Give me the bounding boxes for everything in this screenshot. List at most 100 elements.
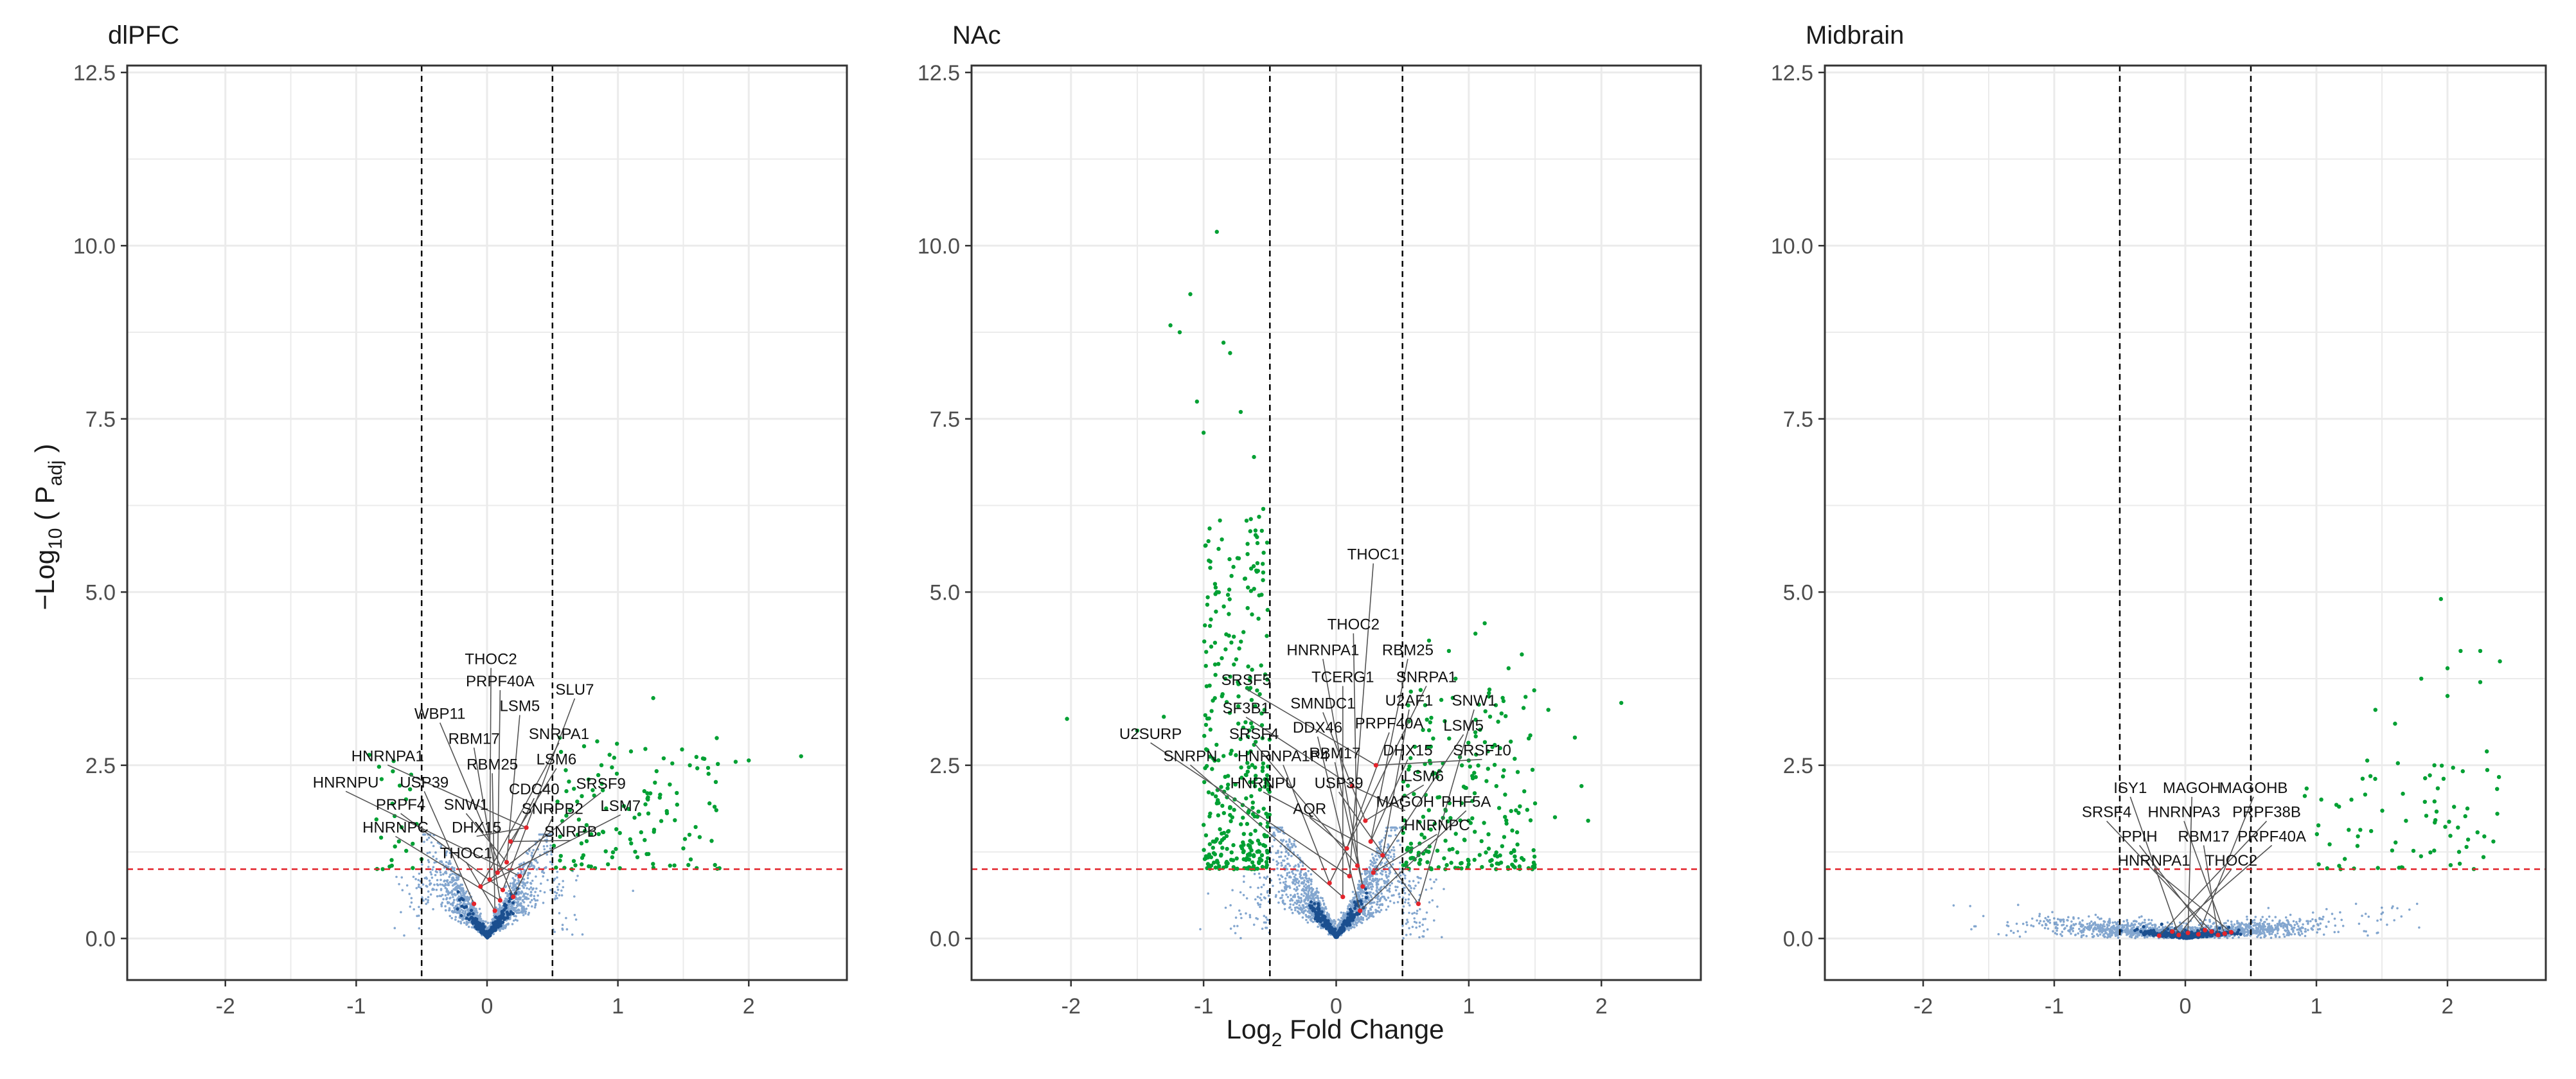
point-nonsig	[516, 919, 519, 922]
point-significant	[1492, 763, 1497, 767]
point-nonsig	[513, 885, 515, 888]
point-significant	[706, 771, 711, 776]
point-nonsig	[444, 909, 447, 912]
point-nonsig	[427, 859, 430, 862]
point-nonsig	[1302, 905, 1305, 908]
point-nonsig	[1392, 853, 1396, 855]
point-significant	[1241, 832, 1247, 836]
point-nonsig	[2293, 923, 2296, 927]
point-nonsig	[1322, 899, 1324, 902]
point-significant	[1509, 739, 1513, 744]
point-nonsig	[513, 914, 516, 918]
label-connector	[506, 715, 520, 862]
point-nonsig	[1388, 872, 1391, 875]
point-nonsig	[1392, 846, 1395, 849]
point-significant	[1473, 830, 1477, 834]
point-significant	[1216, 813, 1221, 817]
point-nonsig	[530, 864, 533, 868]
point-nonsig	[2292, 931, 2295, 933]
point-significant	[1221, 341, 1226, 345]
point-significant	[1259, 853, 1265, 858]
point-nonsig	[1272, 884, 1274, 887]
point-nonsig	[1302, 881, 1305, 884]
point-nonsig	[1286, 874, 1288, 877]
point-significant	[1239, 639, 1243, 644]
point-nonsig	[1276, 867, 1279, 870]
point-nonsig	[550, 853, 553, 856]
point-nonsig	[436, 878, 439, 882]
point-nonsig	[1283, 859, 1286, 862]
point-nonsig	[452, 911, 455, 914]
point-significant	[1447, 736, 1452, 741]
point-significant	[576, 817, 582, 822]
point-significant	[408, 787, 413, 792]
point-significant	[1267, 812, 1272, 817]
point-nonsig	[1387, 879, 1390, 882]
point-significant	[1236, 721, 1241, 726]
point-nonsig	[1391, 863, 1394, 866]
point-nonsig	[522, 864, 525, 868]
gene-label: HNRNPU	[1230, 774, 1297, 792]
point-nonsig	[405, 884, 409, 887]
point-nonsig	[459, 922, 463, 925]
point-significant	[1223, 676, 1228, 681]
point-nonsig	[522, 895, 524, 898]
point-nonsig	[1364, 912, 1366, 914]
point-nonsig	[2149, 922, 2152, 925]
point-nonsig	[1381, 895, 1384, 898]
point-nonsig	[1359, 921, 1362, 923]
point-significant	[659, 819, 664, 823]
point-nonsig	[1384, 871, 1387, 873]
point-significant	[1241, 816, 1245, 820]
point-nonsig	[451, 902, 454, 905]
point-nonsig	[1303, 873, 1306, 876]
point-significant	[1532, 865, 1537, 869]
y-tick-label: 7.5	[85, 407, 116, 432]
point-nonsig	[468, 898, 471, 901]
point-nonsig	[532, 887, 535, 890]
point-nonsig	[1394, 889, 1398, 892]
point-nonsig	[2261, 916, 2264, 918]
point-nonsig	[413, 908, 415, 911]
point-nonsig	[528, 872, 531, 875]
point-nonsig	[1295, 878, 1299, 881]
point-core-dot	[1365, 891, 1369, 895]
point-nonsig	[1399, 844, 1401, 846]
point-significant	[1495, 854, 1500, 859]
point-significant	[1218, 827, 1222, 832]
point-significant	[596, 832, 601, 837]
point-significant	[1421, 814, 1426, 819]
point-nonsig	[521, 884, 524, 887]
point-nonsig	[536, 861, 539, 864]
point-nonsig	[1295, 881, 1298, 884]
point-significant	[580, 794, 584, 799]
point-significant	[1466, 740, 1471, 745]
point-nonsig	[1260, 898, 1263, 902]
point-significant	[1264, 812, 1268, 816]
point-nonsig	[474, 909, 477, 912]
point-nonsig	[479, 919, 483, 922]
point-nonsig	[509, 918, 511, 920]
point-significant	[1257, 850, 1262, 854]
point-nonsig	[1390, 829, 1392, 832]
point-nonsig	[576, 875, 579, 877]
point-nonsig	[560, 889, 563, 892]
point-nonsig	[1283, 886, 1286, 889]
point-nonsig	[555, 895, 558, 897]
point-core-dot	[493, 920, 497, 923]
point-nonsig	[504, 886, 507, 889]
panel-title: NAc	[952, 21, 1001, 49]
point-significant	[702, 756, 707, 762]
point-significant	[567, 780, 571, 784]
point-nonsig	[1331, 920, 1334, 923]
point-significant	[1509, 808, 1513, 814]
point-nonsig	[1289, 848, 1292, 850]
point-nonsig	[470, 904, 472, 907]
point-nonsig	[1417, 881, 1420, 884]
point-significant	[1429, 715, 1434, 720]
gene-label: HNRNPU	[313, 774, 379, 791]
point-significant	[1260, 864, 1265, 869]
point-nonsig	[418, 883, 420, 886]
y-tick-label: 12.5	[73, 61, 116, 85]
point-significant	[651, 696, 655, 700]
